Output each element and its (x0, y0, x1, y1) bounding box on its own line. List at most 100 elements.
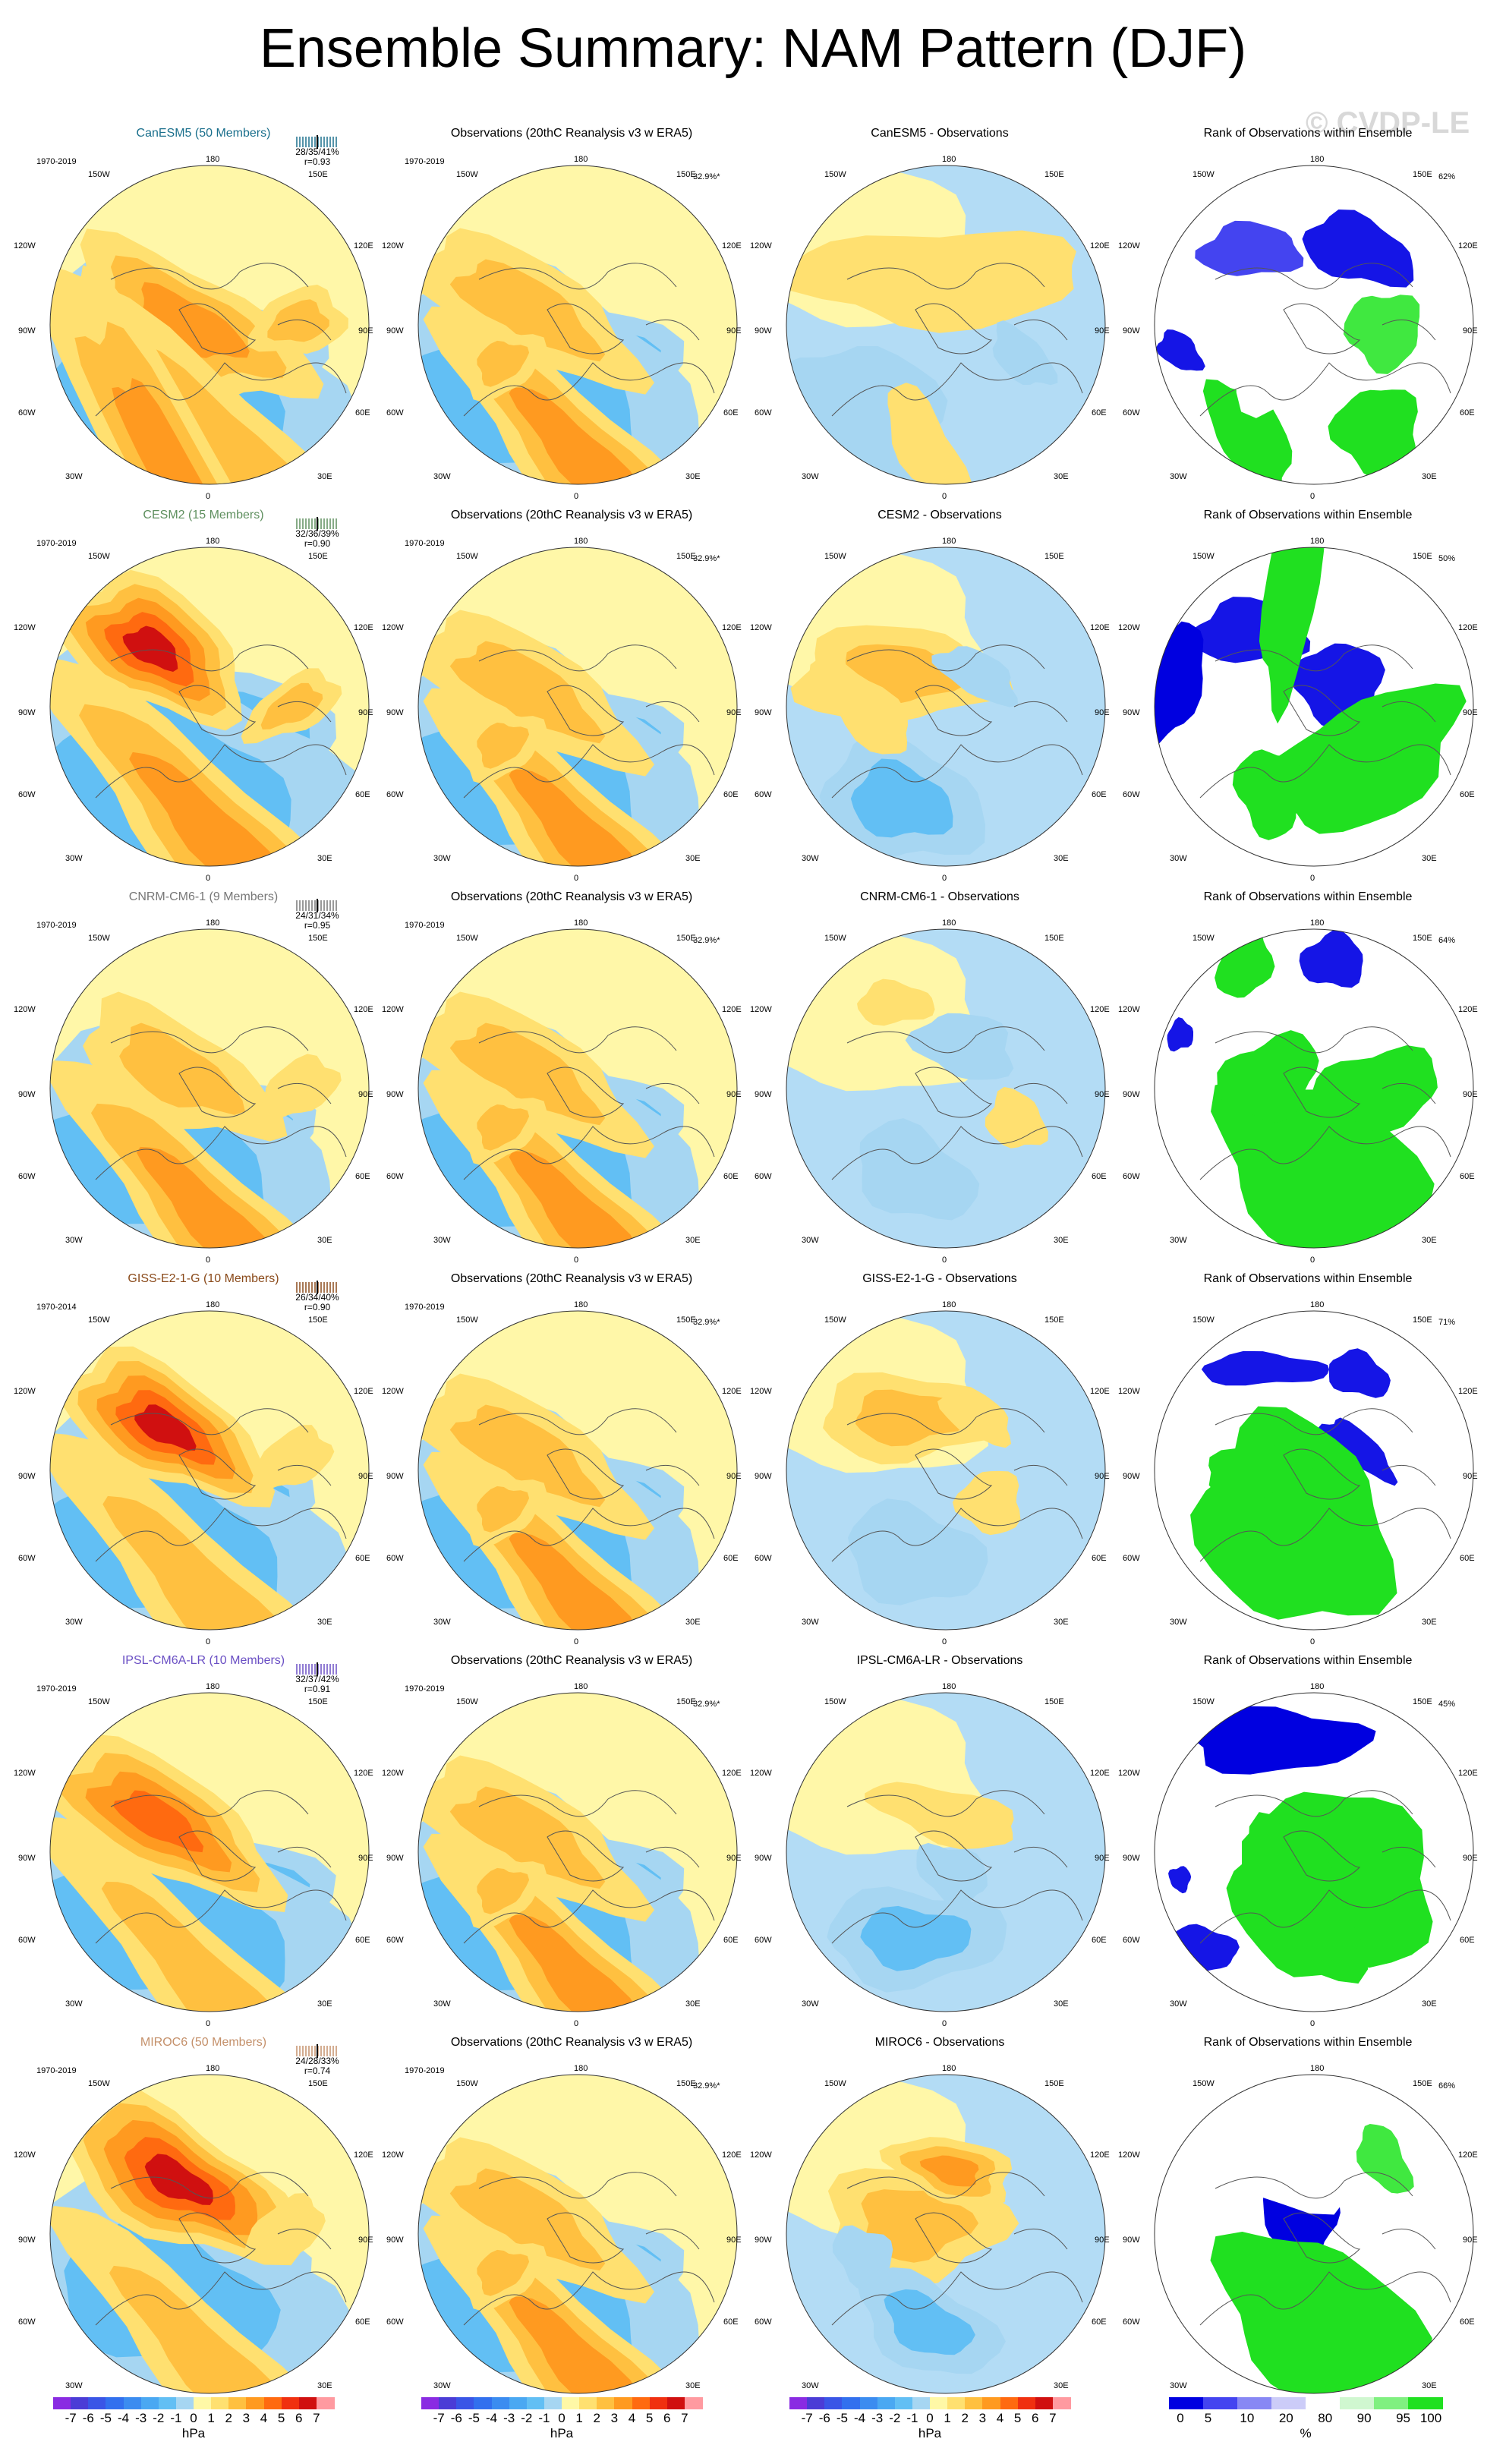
diff-map (786, 928, 1106, 1249)
longitude-label: 30E (1054, 1999, 1069, 2009)
ensemble-spread-glyph (296, 1281, 337, 1294)
longitude-label: 180 (942, 1300, 956, 1309)
pattern-correlation: r=0.90 (304, 1302, 331, 1312)
longitude-label: 90W (1123, 2236, 1140, 2245)
longitude-label: 120W (1118, 1387, 1140, 1396)
longitude-label: 150E (1413, 1315, 1432, 1325)
longitude-label: 0 (206, 2019, 211, 2028)
coastlines (1199, 1790, 1451, 1944)
diff-map (786, 547, 1106, 867)
longitude-label: 30E (317, 1236, 332, 1245)
rank-region (1252, 683, 1467, 834)
colorbar-tick-label: -2 (889, 2411, 901, 2425)
longitude-label: 120E (1458, 623, 1478, 632)
longitude-label: 150W (1193, 2079, 1215, 2088)
map-border (49, 2074, 370, 2394)
colorbar-tick-label: 6 (295, 2411, 303, 2425)
longitude-label: 60E (1460, 1554, 1475, 1563)
longitude-label: 120W (750, 241, 772, 250)
longitude-label: 90E (726, 708, 742, 717)
colorbar-tick-label: 10 (1240, 2411, 1255, 2425)
longitude-label: 120E (354, 241, 373, 250)
longitude-label: 150W (456, 1315, 478, 1325)
longitude-label: 120E (1458, 241, 1478, 250)
longitude-label: 60E (1460, 790, 1475, 799)
longitude-label: 30E (317, 2381, 332, 2390)
period-label: 1970-2019 (405, 1684, 445, 1694)
colorbar-swatch (579, 2397, 597, 2409)
longitude-label: 90W (18, 2236, 36, 2245)
longitude-label: 90E (1095, 1090, 1110, 1099)
colorbar-tick-label: 4 (260, 2411, 268, 2425)
longitude-label: 30E (685, 472, 701, 481)
colorbar-tick-label: 0 (926, 2411, 934, 2425)
longitude-label: 30E (1422, 1236, 1437, 1245)
negative-contour (992, 320, 1058, 386)
ensemble-stats: 28/35/41% r=0.93 (291, 147, 344, 167)
longitude-label: 120W (1118, 2150, 1140, 2160)
rank-region (1210, 2232, 1432, 2393)
colorbar-tick-label: 2 (593, 2411, 600, 2425)
longitude-label: 60W (18, 1172, 36, 1181)
colorbar-tick-label: 2 (225, 2411, 232, 2425)
coastlines (95, 1790, 347, 1944)
colorbar-swatch (1271, 2397, 1306, 2409)
longitude-label: 180 (206, 1300, 220, 1309)
longitude-label: 30E (317, 472, 332, 481)
longitude-label: 120W (1118, 1769, 1140, 1778)
longitude-label: 30W (1170, 472, 1187, 481)
period-label: 1970-2019 (405, 921, 445, 930)
longitude-label: 60E (1092, 408, 1107, 417)
colorbar-tick-label: -7 (65, 2411, 77, 2425)
longitude-label: 60E (723, 1172, 739, 1181)
colorbar-swatch (1000, 2397, 1019, 2409)
positive-contour (985, 1086, 1049, 1149)
longitude-label: 90E (1095, 2236, 1110, 2245)
longitude-label: 180 (206, 155, 220, 164)
diff-map (786, 165, 1106, 485)
rank-region (1299, 930, 1363, 988)
longitude-label: 90E (1463, 326, 1478, 336)
longitude-label: 90E (358, 1472, 373, 1481)
map-border (417, 928, 738, 1249)
colorbar-swatch (158, 2397, 177, 2409)
rank-panel-title: Rank of Observations within Ensemble (1203, 509, 1413, 521)
longitude-label: 120W (14, 1387, 36, 1396)
longitude-label: 60W (1123, 1936, 1140, 1945)
longitude-label: 120W (382, 1769, 404, 1778)
colorbar-swatch (71, 2397, 89, 2409)
ensemble-stats: 32/36/39% r=0.90 (291, 529, 344, 549)
observed-variance: 32.9%* (693, 936, 720, 945)
longitude-label: 120E (1458, 1769, 1478, 1778)
colorbar: 0 5 10 20 80 90 95 100% (1169, 2397, 1443, 2443)
longitude-label: 90W (1123, 708, 1140, 717)
map-border (417, 2074, 738, 2394)
longitude-label: 0 (942, 874, 947, 883)
ensemble-spread-glyph (296, 135, 337, 149)
pattern-correlation: r=0.95 (304, 920, 331, 931)
coastlines (95, 644, 347, 799)
longitude-label: 150E (1044, 170, 1064, 179)
longitude-label: 90E (358, 326, 373, 336)
map-border (49, 165, 370, 485)
obs-map (417, 2074, 738, 2394)
model-panel-title: GISS-E2-1-G (10 Members) (128, 1272, 279, 1285)
rank-region (1208, 1445, 1315, 1501)
positive-contour (258, 1054, 342, 1122)
rank-panel-title: Rank of Observations within Ensemble (1203, 890, 1413, 903)
longitude-label: 120W (382, 623, 404, 632)
colorbar-tick-label: 4 (996, 2411, 1004, 2425)
map-border (786, 547, 1106, 867)
longitude-label: 30W (802, 1236, 819, 1245)
variance-range: 32/37/42% (295, 1674, 339, 1684)
longitude-label: 180 (574, 155, 588, 164)
period-label: 1970-2019 (36, 2066, 77, 2075)
rank-percentage: 50% (1438, 554, 1456, 563)
longitude-label: 150W (88, 170, 110, 179)
obs-map (417, 1692, 738, 2012)
longitude-label: 150E (308, 552, 328, 561)
positive-contour (449, 1022, 606, 1126)
period-label: 1970-2019 (405, 1303, 445, 1312)
longitude-label: 90W (755, 326, 772, 336)
longitude-label: 90E (358, 2236, 373, 2245)
